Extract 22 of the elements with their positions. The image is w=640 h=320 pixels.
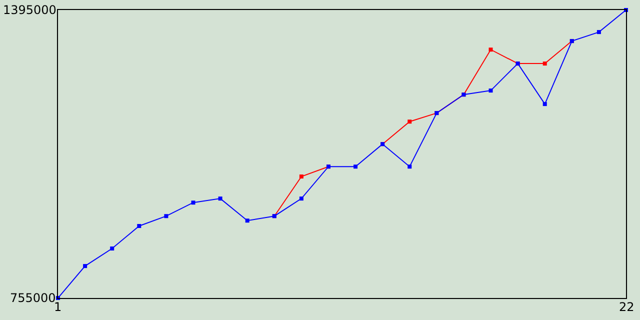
point — [110, 246, 114, 250]
y-tick-label: 1395000 — [3, 3, 56, 17]
y-tick-label: 755000 — [10, 291, 56, 305]
point — [218, 196, 222, 201]
point — [83, 264, 88, 268]
x-tick-label: 22 — [619, 300, 634, 314]
point — [354, 164, 358, 169]
point — [299, 196, 304, 201]
point — [245, 218, 250, 223]
point — [408, 164, 412, 169]
point — [408, 120, 412, 124]
point — [542, 102, 547, 106]
point — [488, 48, 493, 52]
point — [542, 62, 547, 66]
point — [299, 174, 304, 178]
x-tick-label: 1 — [54, 300, 62, 314]
point — [164, 214, 168, 218]
point — [137, 224, 142, 228]
line-series — [56, 8, 628, 300]
point — [596, 30, 601, 34]
point — [191, 200, 196, 205]
point — [488, 88, 493, 93]
